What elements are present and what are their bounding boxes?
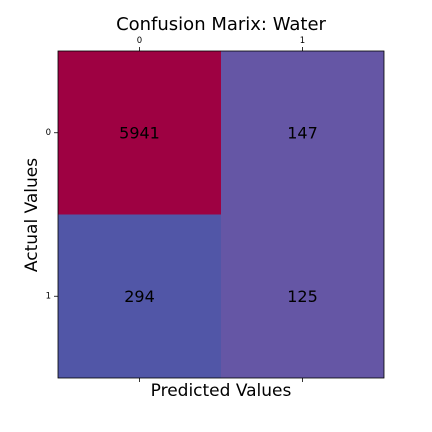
heatmap-cell-0-0 <box>58 51 221 215</box>
x-tick-label-0: 0 <box>137 36 142 46</box>
cell-value-label-1-1: 125 <box>287 287 318 306</box>
y-tick-label-1: 1 <box>46 291 51 301</box>
heatmap-cell-0-1 <box>221 51 384 215</box>
heatmap-cells <box>58 51 384 378</box>
cell-value-label-1-0: 294 <box>124 287 155 306</box>
heatmap-cell-1-0 <box>58 214 221 378</box>
axis-ticks: 0 1 0 1 <box>46 36 305 382</box>
y-axis-label: Actual Values <box>22 158 42 272</box>
heatmap-cell-labels: 5941 147 294 125 <box>119 123 318 306</box>
heatmap-cell-1-1 <box>221 214 384 378</box>
cell-value-label-0-0: 5941 <box>119 123 160 142</box>
cell-value-label-0-1: 147 <box>287 123 318 142</box>
x-axis-label: Predicted Values <box>151 381 292 401</box>
plot-frame <box>57 50 385 379</box>
y-tick-label-0: 0 <box>46 128 51 138</box>
x-tick-label-1: 1 <box>300 36 305 46</box>
chart-title: Confusion Marix: Water <box>116 14 326 35</box>
